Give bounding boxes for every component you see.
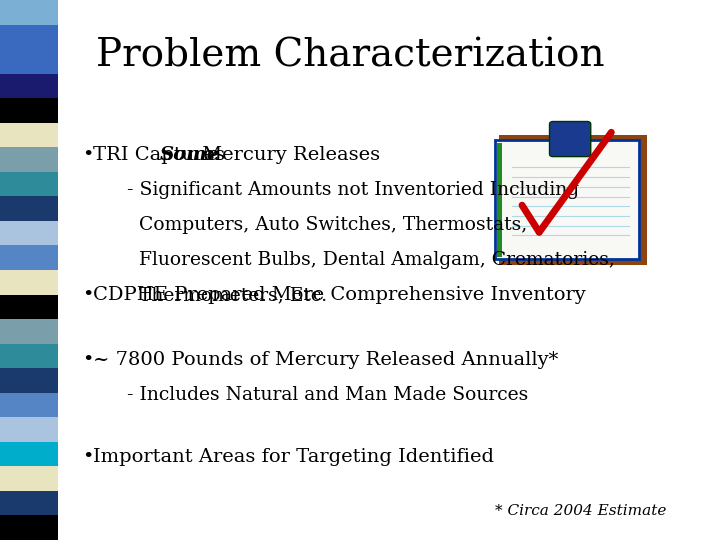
FancyBboxPatch shape bbox=[0, 467, 58, 491]
FancyBboxPatch shape bbox=[500, 135, 647, 265]
FancyBboxPatch shape bbox=[0, 417, 58, 442]
FancyBboxPatch shape bbox=[0, 49, 58, 73]
Text: •: • bbox=[82, 448, 94, 466]
Text: TRI Captures: TRI Captures bbox=[93, 146, 231, 164]
FancyBboxPatch shape bbox=[0, 491, 58, 516]
FancyBboxPatch shape bbox=[0, 294, 58, 319]
FancyBboxPatch shape bbox=[549, 122, 590, 157]
FancyBboxPatch shape bbox=[0, 368, 58, 393]
FancyBboxPatch shape bbox=[0, 0, 58, 24]
Text: Thermometers, Etc.: Thermometers, Etc. bbox=[127, 286, 327, 304]
Text: Mercury Releases: Mercury Releases bbox=[196, 146, 380, 164]
FancyBboxPatch shape bbox=[0, 123, 58, 147]
Text: ~ 7800 Pounds of Mercury Released Annually*: ~ 7800 Pounds of Mercury Released Annual… bbox=[93, 351, 558, 369]
FancyBboxPatch shape bbox=[497, 143, 502, 256]
Text: •: • bbox=[82, 146, 94, 164]
Text: Important Areas for Targeting Identified: Important Areas for Targeting Identified bbox=[93, 448, 494, 466]
Text: * Circa 2004 Estimate: * Circa 2004 Estimate bbox=[495, 504, 666, 518]
FancyBboxPatch shape bbox=[0, 197, 58, 221]
FancyBboxPatch shape bbox=[0, 172, 58, 197]
FancyBboxPatch shape bbox=[0, 442, 58, 467]
FancyBboxPatch shape bbox=[495, 140, 639, 259]
Text: - Includes Natural and Man Made Sources: - Includes Natural and Man Made Sources bbox=[127, 386, 528, 404]
FancyBboxPatch shape bbox=[0, 147, 58, 172]
FancyBboxPatch shape bbox=[0, 516, 58, 540]
FancyBboxPatch shape bbox=[0, 343, 58, 368]
Text: Problem Characterization: Problem Characterization bbox=[96, 38, 605, 75]
FancyBboxPatch shape bbox=[0, 221, 58, 246]
FancyBboxPatch shape bbox=[0, 73, 58, 98]
Text: •: • bbox=[82, 351, 94, 369]
Text: Computers, Auto Switches, Thermostats,: Computers, Auto Switches, Thermostats, bbox=[127, 216, 527, 234]
Text: - Significant Amounts not Inventoried Including: - Significant Amounts not Inventoried In… bbox=[127, 181, 579, 199]
FancyBboxPatch shape bbox=[0, 319, 58, 343]
Text: Some: Some bbox=[159, 146, 220, 164]
Text: CDPHE Prepared More Comprehensive Inventory: CDPHE Prepared More Comprehensive Invent… bbox=[93, 286, 585, 304]
FancyBboxPatch shape bbox=[0, 393, 58, 417]
Text: Fluorescent Bulbs, Dental Amalgam, Crematories,: Fluorescent Bulbs, Dental Amalgam, Crema… bbox=[127, 251, 615, 269]
FancyBboxPatch shape bbox=[0, 98, 58, 123]
Text: •: • bbox=[82, 286, 94, 304]
FancyBboxPatch shape bbox=[0, 246, 58, 270]
FancyBboxPatch shape bbox=[0, 24, 58, 49]
FancyBboxPatch shape bbox=[0, 270, 58, 294]
